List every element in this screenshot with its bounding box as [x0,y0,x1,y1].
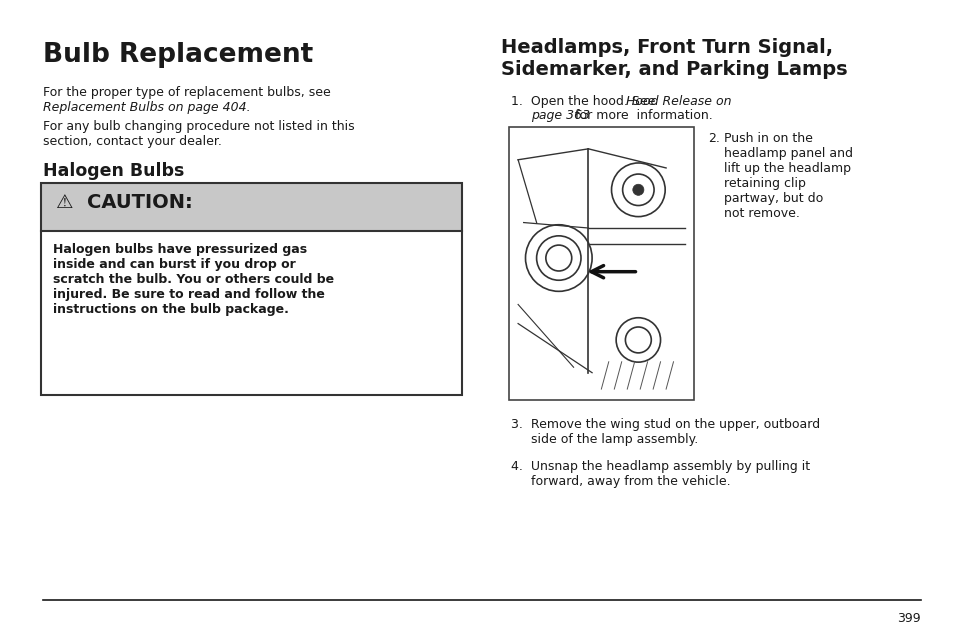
Text: page 363: page 363 [530,109,589,122]
Text: for more  information.: for more information. [570,109,712,122]
Circle shape [632,184,643,195]
Bar [41,231,461,395]
Text: section, contact your dealer.: section, contact your dealer. [43,135,221,148]
Text: For any bulb changing procedure not listed in this: For any bulb changing procedure not list… [43,120,355,133]
Text: Hood Release on: Hood Release on [625,95,731,108]
Text: Halogen bulbs have pressurized gas
inside and can burst if you drop or
scratch t: Halogen bulbs have pressurized gas insid… [52,243,334,316]
Text: 4.  Unsnap the headlamp assembly by pulling it
     forward, away from the vehic: 4. Unsnap the headlamp assembly by pulli… [510,460,809,488]
Text: Sidemarker, and Parking Lamps: Sidemarker, and Parking Lamps [500,60,846,79]
Text: For the proper type of replacement bulbs, see: For the proper type of replacement bulbs… [43,86,331,99]
Text: 3.  Remove the wing stud on the upper, outboard
     side of the lamp assembly.: 3. Remove the wing stud on the upper, ou… [510,418,820,446]
Text: Halogen Bulbs: Halogen Bulbs [43,162,184,180]
Text: ⚠  CAUTION:: ⚠ CAUTION: [56,193,193,212]
Bar [508,127,693,400]
Text: 1.  Open the hood. See: 1. Open the hood. See [510,95,659,108]
Text: Replacement Bulbs on page 404.: Replacement Bulbs on page 404. [43,101,251,114]
Text: Headlamps, Front Turn Signal,: Headlamps, Front Turn Signal, [500,38,832,57]
Text: 2.: 2. [707,132,719,145]
Bar [41,183,461,231]
Text: Bulb Replacement: Bulb Replacement [43,42,313,68]
Bar [41,183,461,395]
Text: 399: 399 [896,612,920,625]
Text: Push in on the
headlamp panel and
lift up the headlamp
retaining clip
partway, b: Push in on the headlamp panel and lift u… [723,132,852,220]
